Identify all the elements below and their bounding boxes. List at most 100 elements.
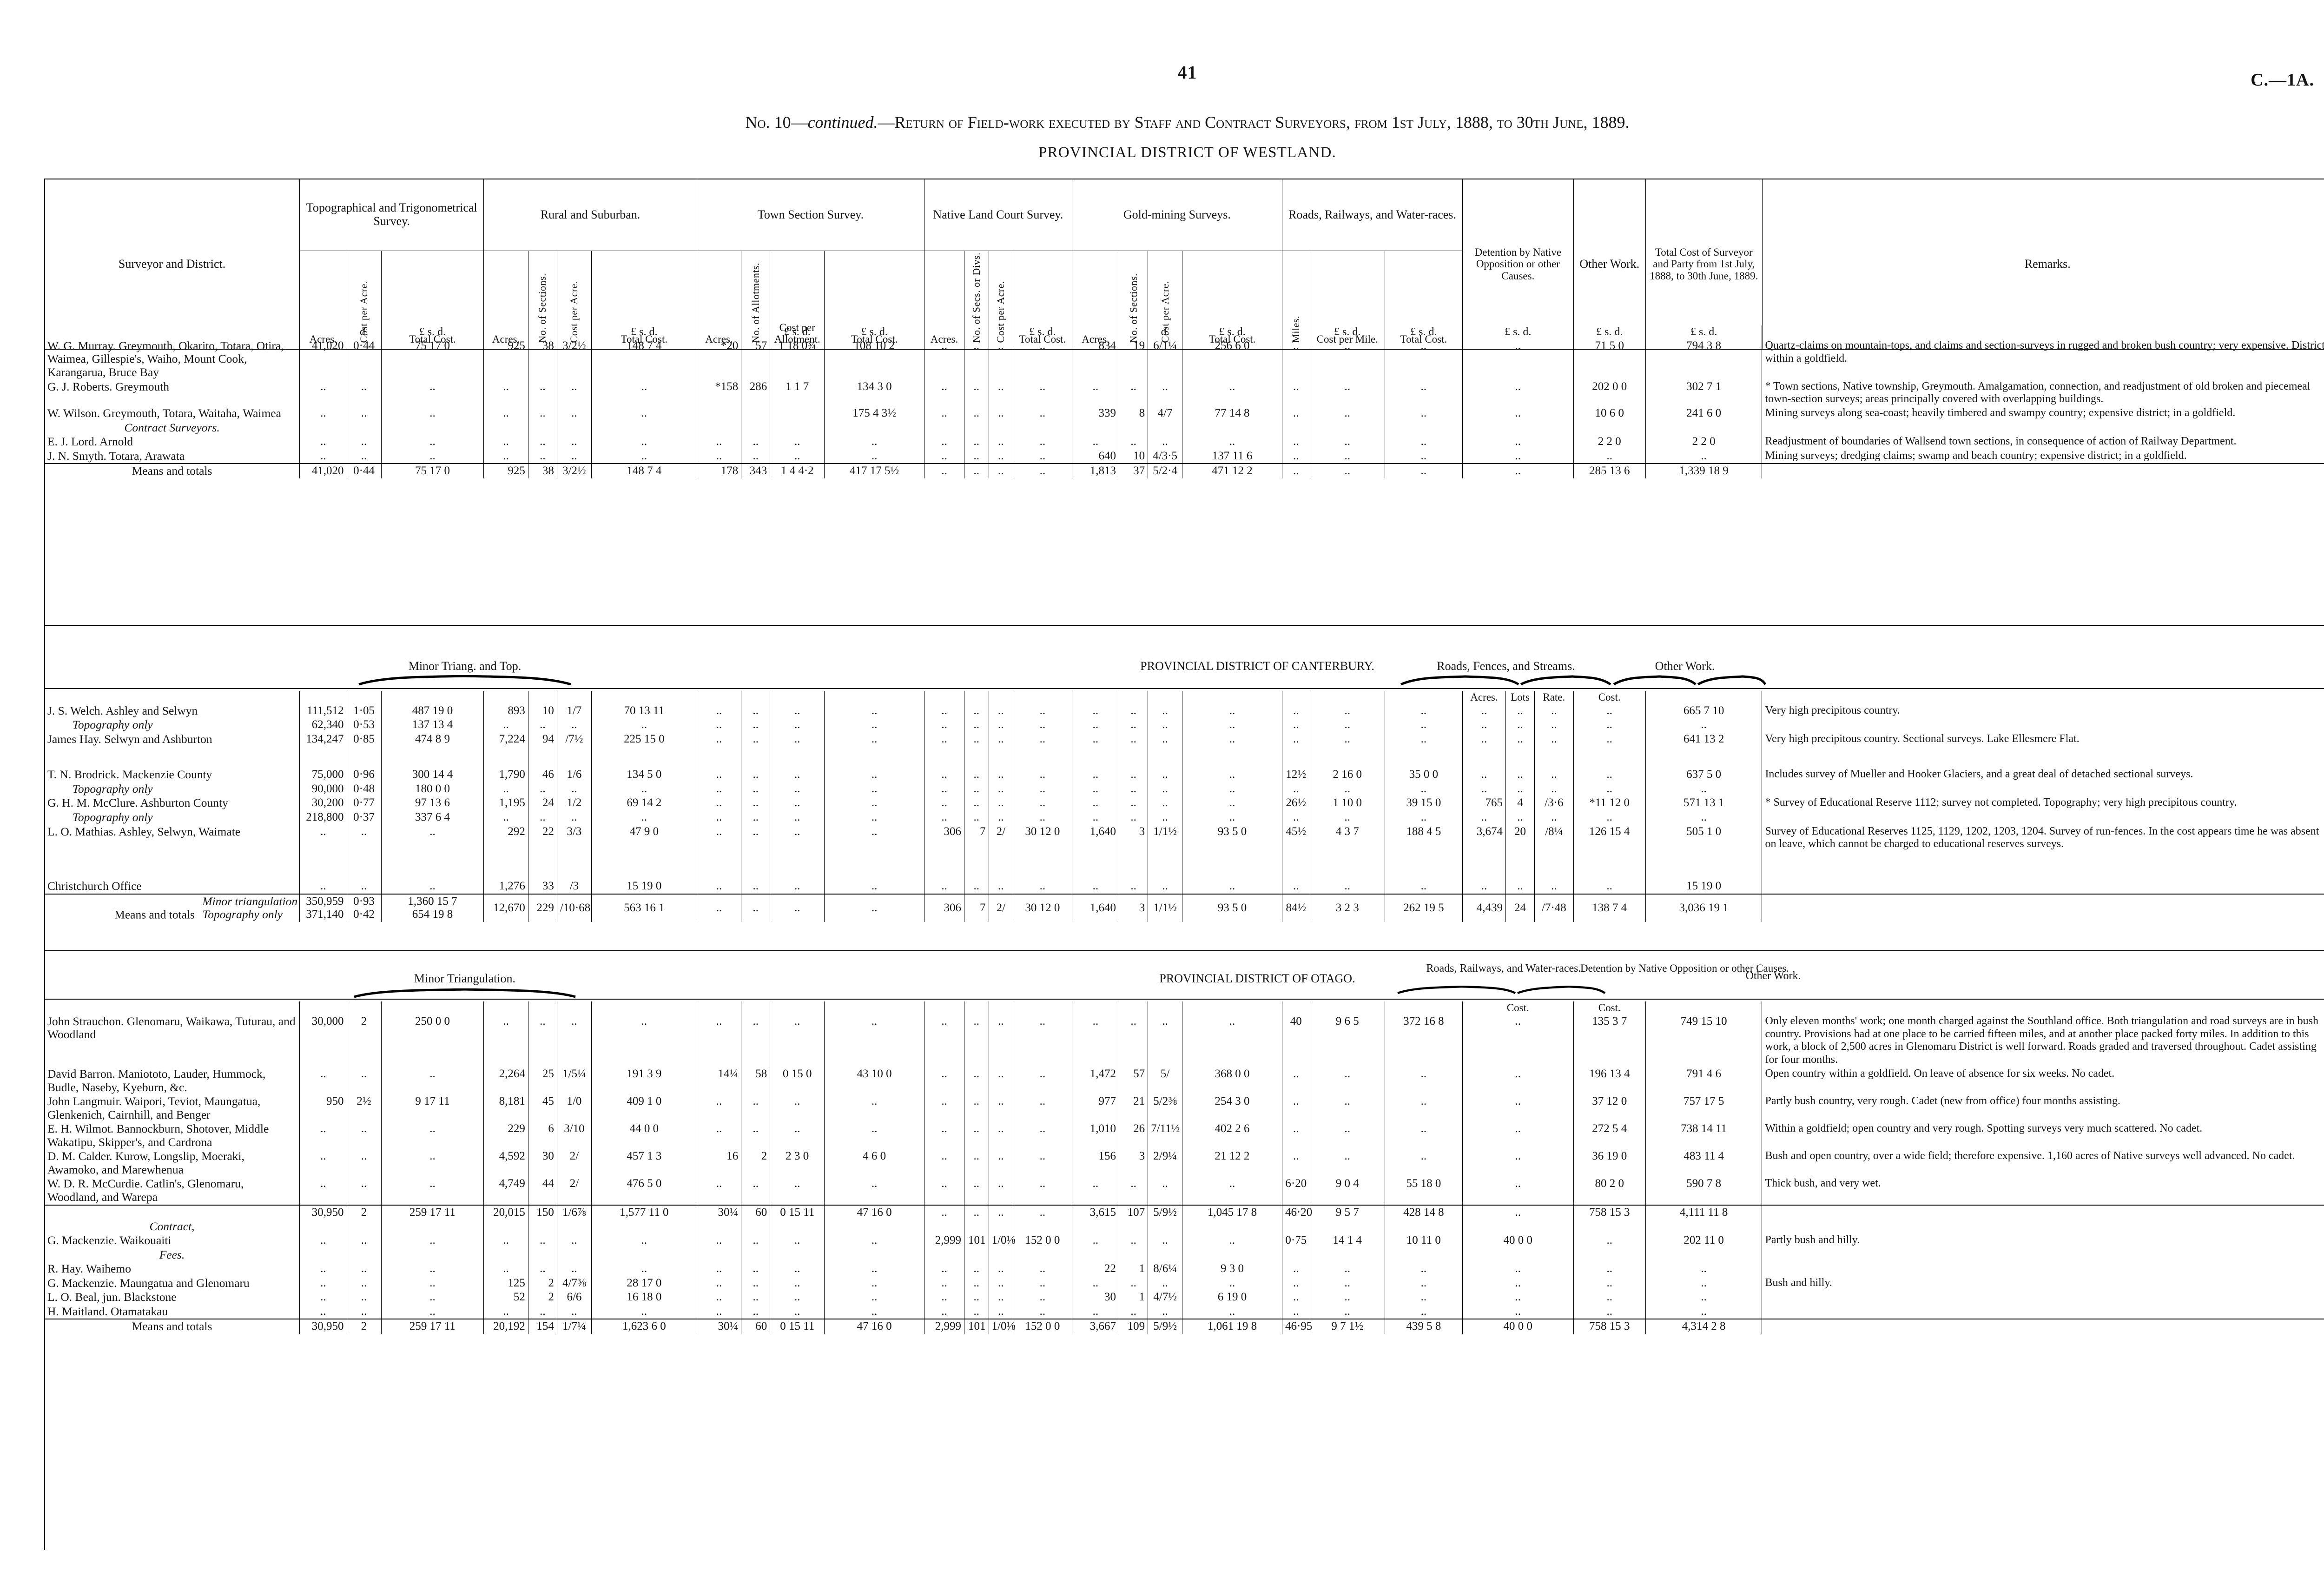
cell-gold-cost-acre: ..: [1148, 435, 1183, 449]
cell-rural-cost-acre: ..: [556, 379, 592, 407]
otago-group-roads-railways: Roads, Railways, and Water-races.: [1426, 962, 1581, 974]
cell-town-acres: ..: [696, 824, 742, 852]
row-surveyor-name: W. D. R. McCurdie. Catlin's, Glenomaru, …: [44, 1177, 300, 1205]
cell-rural-total: 16 18 0: [591, 1290, 697, 1305]
header-ow-acres: Acres.: [1462, 691, 1506, 704]
cell-grand-total: ..: [1645, 718, 1763, 732]
cell-town-cost-allot: ..: [770, 1177, 825, 1205]
table-row: L. O. Mathias. Ashley, Selwyn, Waimate .…: [44, 824, 2324, 852]
cell-topo-total: 97 13 6: [381, 796, 484, 811]
cell-grand-total: 665 7 10: [1645, 703, 1763, 718]
cell-town-cost-allot: ..: [770, 796, 825, 811]
cell-roads-total: ..: [1384, 879, 1463, 894]
cell-roads-total: ..: [1384, 810, 1463, 825]
cell-gold-secs: 19: [1119, 338, 1149, 380]
total-roads-total: 262 19 5: [1384, 893, 1463, 922]
table-row: J. S. Welch. Ashley and Selwyn 111,512 1…: [44, 703, 2324, 718]
subtotal-topo-total: 259 17 11: [381, 1204, 484, 1220]
header-detention-cost: Cost.: [1462, 1001, 1574, 1014]
row-surveyor-name: W. G. Murray. Greymouth, Okarito, Totara…: [44, 338, 300, 380]
cell-gold-cost-acre: 8/6¼: [1148, 1262, 1183, 1276]
cell-nlc-total: 30 12 0: [1013, 824, 1072, 852]
cell-nlc-cost-acre: ..: [988, 1262, 1014, 1276]
cell-nlc-cost-acre: ..: [988, 1304, 1014, 1319]
cell-rural-total: ..: [591, 406, 697, 421]
cell-rural-acres: 4,749: [483, 1177, 528, 1205]
cell-gold-cost-acre: ..: [1148, 1276, 1183, 1291]
cell-rural-cost-acre: 1/6: [556, 768, 592, 782]
cell-town-cost-allot: ..: [770, 1276, 825, 1291]
cell-gold-acres: 1,010: [1071, 1122, 1120, 1150]
cell-town-total: ..: [824, 1014, 925, 1067]
cell-ow-rate: /3·6: [1534, 796, 1574, 811]
cell-grand-total: 590 7 8: [1645, 1177, 1763, 1205]
cell-remark: [1762, 879, 2324, 894]
cell-grand-total: 241 6 0: [1645, 406, 1763, 421]
cell-gold-secs: ..: [1119, 796, 1149, 811]
cell-town-allot: ..: [741, 1233, 771, 1248]
cell-town-allot: ..: [741, 824, 771, 852]
cell-town-allot: ..: [741, 1304, 771, 1319]
cell-nlc-acres: ..: [924, 810, 965, 825]
total-rural-total: 1,623 6 0: [591, 1319, 697, 1334]
cell-topo-acres: 62,340: [299, 718, 347, 732]
caption-lsd-roads-mile: £ s. d.: [1309, 325, 1385, 339]
cell-roads-miles: 12½: [1281, 768, 1310, 782]
cell-rural-acres: 125: [483, 1276, 528, 1291]
cell-town-allot: ..: [741, 879, 771, 894]
table-row: E. J. Lord. Arnold .. .. .. .. .. .. .. …: [44, 435, 2324, 449]
cell-rural-cost-acre: /7½: [556, 732, 592, 747]
cell-nlc-acres: ..: [924, 768, 965, 782]
section-westland: d. £ s. d. £ s. d. £ s. d. £ s. d. £ s. …: [44, 325, 2324, 478]
row-surveyor-name: G. Mackenzie. Maungatua and Glenomaru: [44, 1276, 300, 1291]
cell-ow-acres: 765: [1462, 796, 1506, 811]
cell-nlc-acres: ..: [924, 1014, 965, 1067]
cell-roads-miles: ..: [1281, 1122, 1310, 1150]
cell-nlc-cost-acre: ..: [988, 703, 1014, 718]
cell-roads-cost-mile: 9 0 4: [1309, 1177, 1385, 1205]
row-surveyor-name: J. N. Smyth. Totara, Arawata: [44, 449, 300, 464]
cell-roads-total: 188 4 5: [1384, 824, 1463, 852]
row-surveyor-name: James Hay. Selwyn and Ashburton: [44, 732, 300, 747]
cell-rural-secs: 10: [528, 703, 557, 718]
total-town-cost-allot: 0 15 11: [770, 1319, 825, 1334]
cell-town-acres: ..: [696, 732, 742, 747]
cell-nlc-secs: ..: [964, 406, 989, 421]
cell-topo-acres: ..: [299, 1233, 347, 1248]
caption-lsd-topo: £ s. d.: [381, 325, 484, 339]
cell-rural-acres: 4,592: [483, 1149, 528, 1177]
subtotal-roads-cost-mile: 9 5 7: [1309, 1204, 1385, 1220]
cell-remark: [1762, 1304, 2324, 1319]
cell-roads-cost-mile: ..: [1309, 718, 1385, 732]
cell-roads-miles: ..: [1281, 449, 1310, 464]
cell-town-allot: ..: [741, 1262, 771, 1276]
total-topo-acres: 30,950: [299, 1319, 347, 1334]
cell-ow-cost: ..: [1573, 879, 1646, 894]
cell-nlc-cost-acre: ..: [988, 449, 1014, 464]
caption-lsd-rural: £ s. d.: [591, 325, 697, 339]
cell-topo-acres: ..: [299, 406, 347, 421]
subtotal-grand-total: 4,111 11 8: [1645, 1204, 1763, 1220]
totals-row: Means and totals 41,020 0·44 75 17 0 925…: [44, 463, 2324, 478]
cell-detention: ..: [1462, 1094, 1574, 1122]
cell-gold-secs: ..: [1119, 703, 1149, 718]
table-row: Topography only 62,340 0·53 137 13 4 .. …: [44, 718, 2324, 732]
subtotal-gold-cost-acre: 5/9½: [1148, 1204, 1183, 1220]
cell-ow-cost: ..: [1573, 732, 1646, 747]
cell-nlc-acres: ..: [924, 379, 965, 407]
cell-nlc-cost-acre: ..: [988, 435, 1014, 449]
cell-topo-total: ..: [381, 1290, 484, 1305]
cell-nlc-secs: ..: [964, 1149, 989, 1177]
cell-topo-cost-acre: ..: [346, 1122, 382, 1150]
total-ow-acres: 4,439: [1462, 893, 1506, 922]
cell-gold-total: ..: [1182, 1304, 1282, 1319]
cell-grand-total: 15 19 0: [1645, 879, 1763, 894]
cell-nlc-acres: ..: [924, 338, 965, 380]
subheading-contract: Contract,: [44, 1219, 300, 1234]
total-nlc-cost-acre: ..: [988, 463, 1014, 478]
cell-rural-secs: ..: [528, 782, 557, 796]
cell-roads-total: ..: [1384, 1094, 1463, 1122]
cell-gold-acres: 977: [1071, 1094, 1120, 1122]
cell-gold-acres: ..: [1071, 768, 1120, 782]
